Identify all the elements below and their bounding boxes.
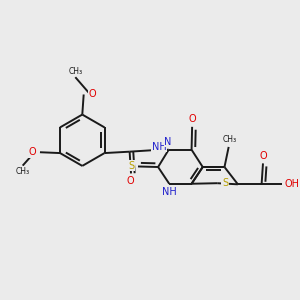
Text: O: O: [88, 89, 96, 99]
Text: NH: NH: [152, 142, 167, 152]
Text: O: O: [127, 176, 134, 186]
Text: CH₃: CH₃: [68, 67, 83, 76]
Text: N: N: [164, 137, 172, 147]
Text: O: O: [28, 147, 36, 157]
Text: S: S: [222, 178, 228, 188]
Text: OH: OH: [285, 179, 300, 189]
Text: S: S: [128, 161, 134, 171]
Text: O: O: [259, 151, 267, 160]
Text: CH₃: CH₃: [16, 167, 30, 176]
Text: NH: NH: [162, 187, 177, 197]
Text: O: O: [188, 114, 196, 124]
Text: CH₃: CH₃: [222, 136, 236, 145]
